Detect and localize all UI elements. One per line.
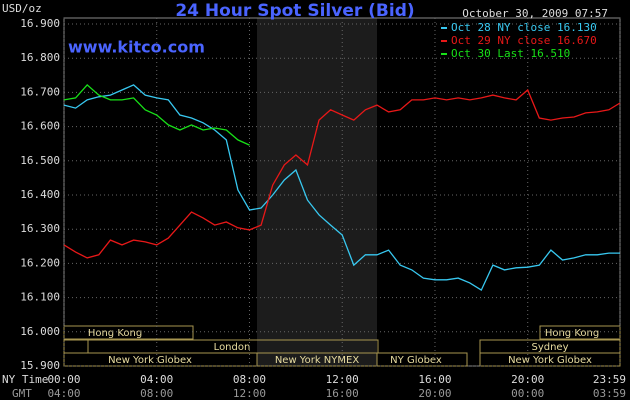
watermark: www.kitco.com — [68, 38, 205, 57]
gmt-tick-label: 08:00 — [140, 387, 173, 400]
gmt-tick-label: 12:00 — [233, 387, 266, 400]
gmt-tick-label: 20:00 — [418, 387, 451, 400]
x-axis-label: GMT — [12, 387, 32, 400]
chart-title: 24 Hour Spot Silver (Bid) — [175, 1, 414, 21]
gmt-tick-label: 16:00 — [326, 387, 359, 400]
y-tick-label: 15.900 — [20, 359, 60, 372]
y-tick-label: 16.600 — [20, 120, 60, 133]
x-tick-label: 08:00 — [233, 373, 266, 386]
sessions: Hong Kong London New York Globex New Yor… — [63, 325, 621, 367]
legend-label: Oct 30 Last 16.510 — [451, 47, 570, 60]
y-tick-label: 16.000 — [20, 325, 60, 338]
timestamp: October 30, 2009 07:57 — [462, 7, 608, 20]
session-box — [63, 339, 89, 354]
x-tick-label: 16:00 — [418, 373, 451, 386]
series-line — [63, 88, 621, 259]
gmt-tick-label: 04:00 — [47, 387, 80, 400]
legend-label: Oct 28 NY close 16.130 — [451, 21, 597, 34]
session-box — [376, 352, 468, 367]
session-box — [63, 325, 194, 340]
y-tick-label: 16.700 — [20, 85, 60, 98]
x-axis-label: NY Time — [2, 373, 48, 386]
y-tick-label: 16.900 — [20, 17, 60, 30]
series-line — [63, 84, 620, 292]
x-tick-label: 00:00 — [47, 373, 80, 386]
y-tick-label: 16.800 — [20, 51, 60, 64]
session-label: London — [214, 342, 251, 353]
session-label: New York Globex — [108, 355, 192, 366]
session-label: Sydney — [531, 342, 568, 353]
session-box — [539, 325, 621, 340]
y-unit: USD/oz — [2, 2, 42, 15]
nymex-shade — [257, 18, 377, 366]
y-tick-label: 16.200 — [20, 256, 60, 269]
y-tick-label: 16.500 — [20, 154, 60, 167]
x-tick-label: 23:59 — [593, 373, 626, 386]
session-box — [479, 352, 621, 367]
gmt-tick-label: 03:59 — [593, 387, 626, 400]
legend-label: Oct 29 NY close 16.670 — [451, 34, 597, 47]
x-tick-label: 20:00 — [511, 373, 544, 386]
y-tick-label: 16.300 — [20, 222, 60, 235]
session-label: NY Globex — [390, 355, 442, 366]
session-label: Hong Kong — [88, 328, 142, 339]
x-tick-label: 12:00 — [326, 373, 359, 386]
series-line — [63, 83, 250, 146]
y-tick-label: 16.400 — [20, 188, 60, 201]
x-tick-label: 04:00 — [140, 373, 173, 386]
gmt-tick-label: 00:00 — [511, 387, 544, 400]
session-label: Hong Kong — [545, 328, 599, 339]
y-tick-label: 16.100 — [20, 291, 60, 304]
session-label: New York NYMEX — [275, 355, 360, 366]
session-label: New York Globex — [508, 355, 592, 366]
